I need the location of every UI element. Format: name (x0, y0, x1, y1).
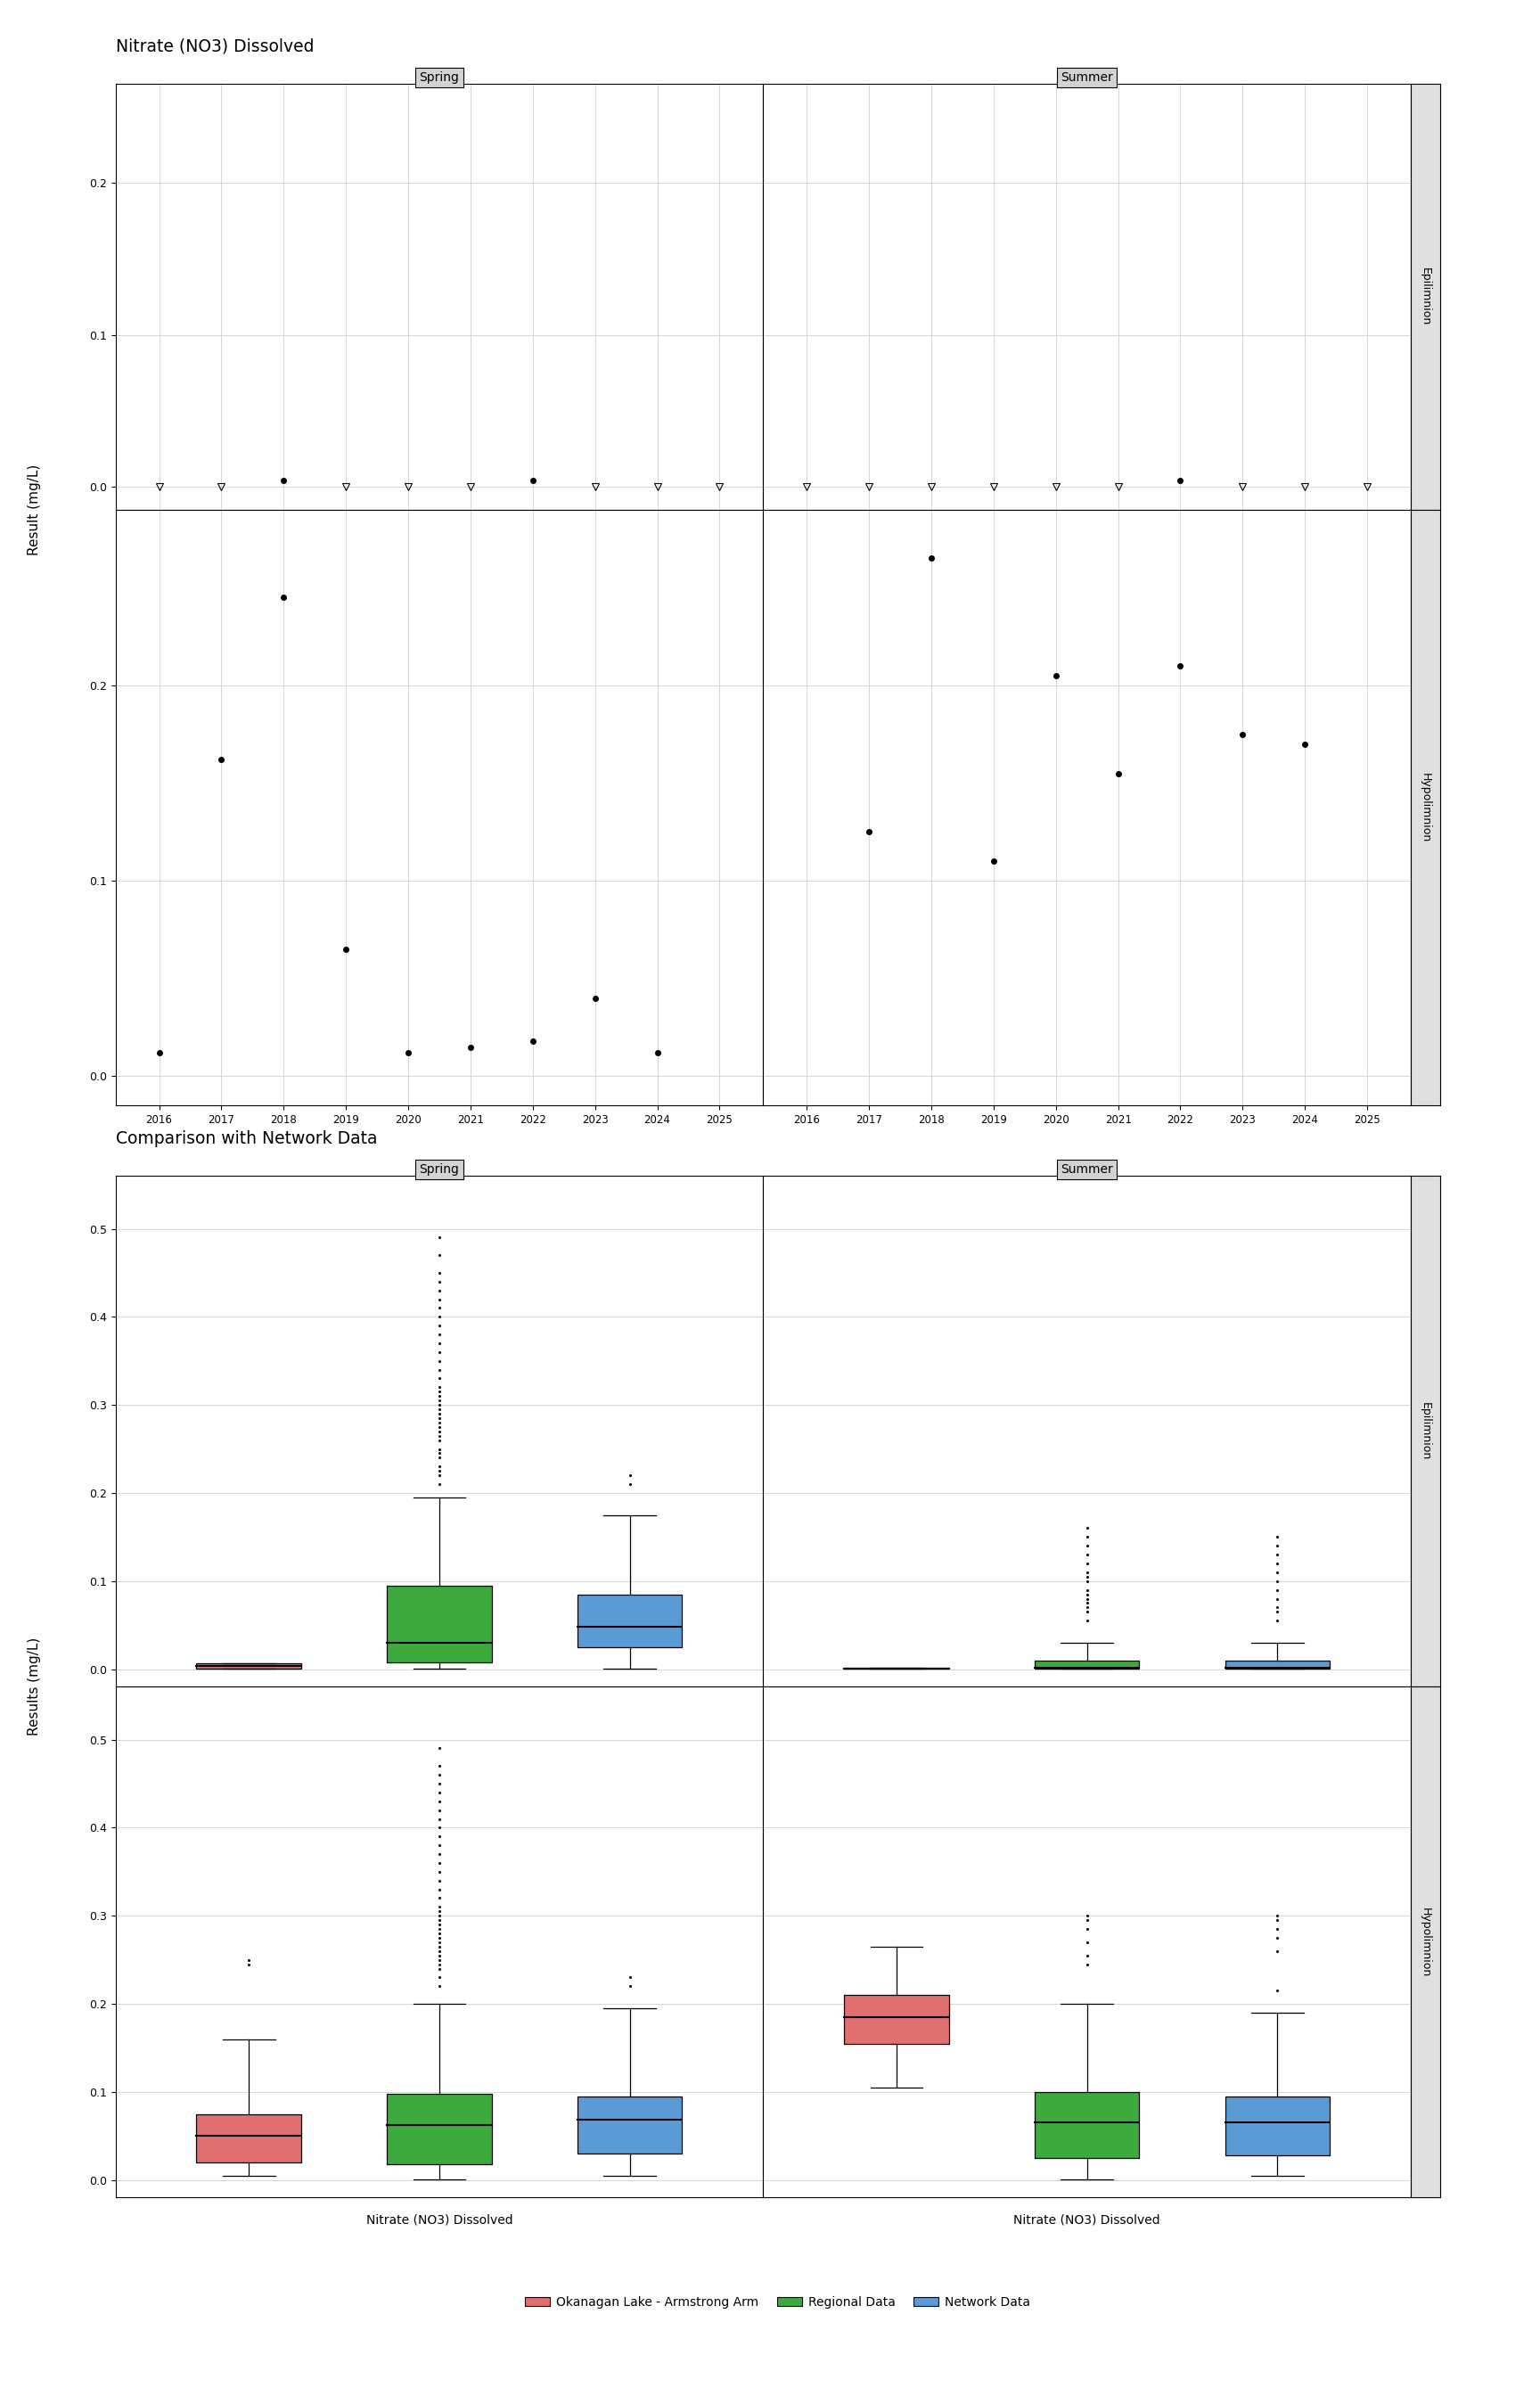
Bar (1224, 1660, 1331, 1668)
Bar (387, 2094, 491, 2164)
Bar (197, 2113, 302, 2161)
Text: Results (mg/L): Results (mg/L) (28, 1636, 40, 1735)
Bar (197, 1663, 302, 1668)
Title: Spring: Spring (419, 1164, 459, 1176)
Text: Hypolimnion: Hypolimnion (1420, 1907, 1431, 1977)
Text: Epilimnion: Epilimnion (1420, 268, 1431, 326)
Title: Spring: Spring (419, 72, 459, 84)
Legend: Okanagan Lake - Armstrong Arm, Regional Data, Network Data: Okanagan Lake - Armstrong Arm, Regional … (521, 2291, 1035, 2312)
Title: Summer: Summer (1061, 72, 1113, 84)
Text: Nitrate (NO3) Dissolved: Nitrate (NO3) Dissolved (116, 38, 314, 55)
Bar (1035, 2092, 1140, 2159)
Text: Epilimnion: Epilimnion (1420, 1402, 1431, 1462)
Bar (1224, 2096, 1331, 2156)
Bar (578, 2096, 682, 2154)
Bar (578, 1593, 682, 1646)
Text: Hypolimnion: Hypolimnion (1420, 772, 1431, 843)
Title: Summer: Summer (1061, 1164, 1113, 1176)
Bar (844, 1996, 949, 2044)
Bar (1035, 1660, 1140, 1668)
X-axis label: Nitrate (NO3) Dissolved: Nitrate (NO3) Dissolved (1013, 2214, 1160, 2226)
Text: Comparison with Network Data: Comparison with Network Data (116, 1131, 377, 1148)
X-axis label: Nitrate (NO3) Dissolved: Nitrate (NO3) Dissolved (367, 2214, 513, 2226)
Bar (387, 1586, 491, 1663)
Text: Result (mg/L): Result (mg/L) (28, 465, 40, 556)
